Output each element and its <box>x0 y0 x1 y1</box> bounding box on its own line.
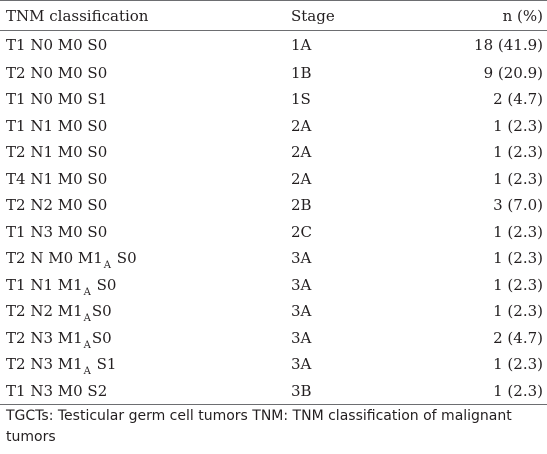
table-row: T2 N3 M1A S1 3A 1 (2.3) <box>0 351 547 378</box>
cell-tnm: T2 N M0 M1A S0 <box>0 245 291 272</box>
cell-tnm: T1 N0 M0 S1 <box>6 90 108 109</box>
table-row: T1 N1 M1A S0 3A 1 (2.3) <box>0 272 547 299</box>
cell-stage: 3A <box>291 355 312 374</box>
cell-n: 2 (4.7) <box>493 90 543 109</box>
cell-stage: 1B <box>291 63 312 82</box>
tnm-subscript: A <box>83 286 91 298</box>
cell-stage: 2C <box>291 222 313 241</box>
table-row: T2 N2 M0 S0 2B 3 (7.0) <box>0 192 547 219</box>
header-n-percent: n (%) <box>461 0 547 31</box>
cell-tnm: T2 N3 M1AS0 <box>0 325 291 352</box>
cell-n: 1 (2.3) <box>493 249 543 268</box>
cell-stage: 2A <box>291 143 312 162</box>
cell-tnm: T1 N3 M0 S2 <box>0 377 291 405</box>
tnm-main-text: T1 N1 M1 <box>6 275 83 294</box>
cell-stage: 3A <box>291 328 312 347</box>
tnm-main-text: T2 N3 M1 <box>6 355 83 374</box>
cell-n: 9 (20.9) <box>483 63 543 82</box>
cell-tnm: T1 N1 M1A S0 <box>0 272 291 299</box>
tnm-suffix-text: S0 <box>91 275 117 294</box>
tnm-main-text: T2 N M0 M1 <box>6 249 103 268</box>
cell-n: 2 (4.7) <box>493 328 543 347</box>
cell-stage: 2A <box>291 169 312 188</box>
cell-n: 1 (2.3) <box>493 275 543 294</box>
cell-n: 1 (2.3) <box>461 377 547 405</box>
cell-stage: 3A <box>291 302 312 321</box>
cell-n: 18 (41.9) <box>474 36 543 55</box>
cell-tnm: T2 N2 M1AS0 <box>0 298 291 325</box>
tnm-subscript: A <box>103 260 112 272</box>
cell-stage: 1A <box>291 36 312 55</box>
cell-n: 1 (2.3) <box>493 143 543 162</box>
cell-tnm: T4 N1 M0 S0 <box>6 169 108 188</box>
cell-stage: 3A <box>291 275 312 294</box>
tnm-main-text: T2 N2 M1 <box>6 302 83 321</box>
tnm-suffix-text: S0 <box>91 302 112 321</box>
tnm-suffix-text: S0 <box>112 249 137 268</box>
table-header-row: TNM classification Stage n (%) <box>0 0 547 31</box>
table-row: T2 N0 M0 S0 1B 9 (20.9) <box>0 60 547 87</box>
table-footnote: TGCTs: Testicular germ cell tumors TNM: … <box>6 408 512 445</box>
cell-tnm: T1 N1 M0 S0 <box>6 116 108 135</box>
cell-stage: 1S <box>291 90 311 109</box>
tnm-stage-table: TNM classification Stage n (%) T1 N0 M0 … <box>0 0 547 405</box>
tnm-subscript: A <box>83 313 91 325</box>
tnm-suffix-text: S0 <box>91 328 112 347</box>
header-tnm-classification: TNM classification <box>0 0 291 31</box>
table-row: T2 N2 M1AS0 3A 1 (2.3) <box>0 298 547 325</box>
cell-stage: 2B <box>291 196 312 215</box>
cell-tnm: T1 N3 M0 S0 <box>6 222 108 241</box>
cell-tnm: T2 N3 M1A S1 <box>0 351 291 378</box>
tnm-stage-table-container: TNM classification Stage n (%) T1 N0 M0 … <box>0 0 547 405</box>
cell-tnm: T2 N0 M0 S0 <box>6 63 108 82</box>
table-row: T1 N3 M0 S2 3B 1 (2.3) <box>0 377 547 405</box>
cell-n: 1 (2.3) <box>493 355 543 374</box>
cell-n: 1 (2.3) <box>493 222 543 241</box>
table-row: T1 N3 M0 S0 2C 1 (2.3) <box>0 219 547 246</box>
table-row: T4 N1 M0 S0 2A 1 (2.3) <box>0 166 547 193</box>
table-row: T1 N0 M0 S0 1A 18 (41.9) <box>0 31 547 60</box>
cell-n: 1 (2.3) <box>493 169 543 188</box>
table-row: T2 N1 M0 S0 2A 1 (2.3) <box>0 139 547 166</box>
cell-n: 3 (7.0) <box>493 196 543 215</box>
cell-tnm: T1 N0 M0 S0 <box>6 36 108 55</box>
table-row: T2 N3 M1AS0 3A 2 (4.7) <box>0 325 547 352</box>
cell-tnm: T2 N2 M0 S0 <box>6 196 108 215</box>
cell-n: 1 (2.3) <box>493 116 543 135</box>
cell-stage: 3B <box>291 377 461 405</box>
cell-n: 1 (2.3) <box>493 302 543 321</box>
tnm-main-text: T2 N3 M1 <box>6 328 83 347</box>
header-stage: Stage <box>291 0 461 31</box>
tnm-suffix-text: S1 <box>91 355 117 374</box>
table-row: T1 N1 M0 S0 2A 1 (2.3) <box>0 113 547 140</box>
cell-stage: 3A <box>291 249 312 268</box>
cell-tnm: T2 N1 M0 S0 <box>6 143 108 162</box>
tnm-subscript: A <box>83 366 91 378</box>
table-row: T2 N M0 M1A S0 3A 1 (2.3) <box>0 245 547 272</box>
cell-stage: 2A <box>291 116 312 135</box>
table-row: T1 N0 M0 S1 1S 2 (4.7) <box>0 86 547 113</box>
tnm-subscript: A <box>83 339 91 351</box>
